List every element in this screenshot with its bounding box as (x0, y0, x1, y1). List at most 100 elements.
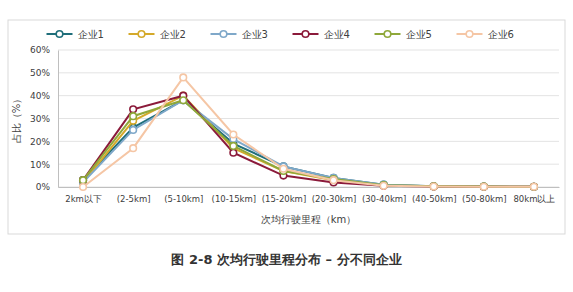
y-tick: 50% (30, 68, 58, 78)
x-tick-label: (5-10km] (164, 194, 203, 204)
legend-label: 企业2 (160, 29, 186, 40)
y-tick: 0% (36, 182, 58, 192)
series-marker (280, 165, 287, 172)
legend-label: 企业5 (406, 29, 432, 40)
series-marker (230, 143, 237, 150)
series-marker (430, 183, 437, 190)
series-marker (430, 183, 437, 190)
legend-label: 企业3 (242, 29, 268, 40)
x-tick-label: (50-80km] (462, 194, 507, 204)
y-tick-label: 30% (30, 114, 50, 124)
series-marker (481, 183, 488, 190)
legend-marker (302, 31, 309, 38)
series-marker (430, 183, 437, 190)
series-marker (230, 131, 237, 138)
series-marker (330, 177, 337, 184)
x-tick-label: (30-40km] (362, 194, 407, 204)
chart-frame (8, 20, 565, 234)
series-marker (481, 183, 488, 190)
series-marker (380, 182, 387, 189)
legend: 企业1 企业2 企业3 企业4 企业5 企业6 (47, 29, 514, 40)
series-marker (430, 183, 437, 190)
x-tick: (20-30km] (312, 187, 357, 204)
series-marker (230, 149, 237, 156)
chart-title: 图 2-8 次均行驶里程分布 – 分不同企业 (171, 252, 401, 267)
legend-label: 企业4 (324, 29, 350, 40)
series-marker (481, 183, 488, 190)
legend-item: 企业5 (375, 29, 432, 40)
series-marker (180, 97, 187, 104)
series-marker (380, 182, 387, 189)
legend-item: 企业1 (47, 29, 104, 40)
x-tick: (15-20km] (262, 187, 307, 204)
legend-marker (138, 31, 145, 38)
series-marker (180, 97, 187, 104)
series-line (83, 96, 534, 187)
legend-marker (384, 31, 391, 38)
grid-line (58, 164, 559, 165)
series-marker (130, 127, 137, 134)
series-marker (180, 97, 187, 104)
y-tick-label: 40% (30, 91, 50, 101)
series-marker (130, 106, 137, 113)
y-axis-line (58, 51, 59, 188)
grid-line (58, 72, 559, 73)
x-tick-label: (2-5km] (117, 194, 151, 204)
marks (80, 74, 538, 190)
y-tick: 40% (30, 91, 58, 101)
series-line (83, 77, 534, 187)
y-tick-label: 10% (30, 160, 50, 170)
series-marker (380, 183, 387, 190)
series-marker (430, 183, 437, 190)
legend-item: 企业3 (211, 29, 268, 40)
y-tick-label: 60% (30, 45, 50, 55)
legend-marker (56, 31, 63, 38)
x-tick-label: (20-30km] (312, 194, 357, 204)
y-axis: 0% 10% 20% 30% 40% 50% 60% (30, 45, 59, 192)
series-marker (481, 183, 488, 190)
y-tick: 10% (30, 160, 58, 170)
series-marker (80, 177, 87, 184)
legend-item: 企业6 (457, 29, 514, 40)
series-line (83, 96, 534, 187)
series-marker (531, 183, 538, 190)
y-tick: 20% (30, 137, 58, 147)
x-tick-label: (15-20km] (262, 194, 307, 204)
series-marker (531, 183, 538, 190)
legend-marker (220, 31, 227, 38)
x-tick: (10-15km] (212, 187, 257, 204)
y-tick: 30% (30, 114, 58, 124)
x-tick-label: (10-15km] (212, 194, 257, 204)
legend-marker (466, 31, 473, 38)
x-tick: (5-10km] (164, 187, 203, 204)
series-marker (380, 183, 387, 190)
series-marker (130, 145, 137, 152)
series-marker (80, 184, 87, 191)
series-marker (531, 183, 538, 190)
series-marker (180, 74, 187, 81)
legend-label: 企业1 (78, 29, 104, 40)
y-tick: 60% (30, 45, 58, 55)
series-marker (481, 183, 488, 190)
series-marker (80, 177, 87, 184)
grid-line (58, 95, 559, 96)
y-tick-label: 50% (30, 68, 50, 78)
series-marker (531, 183, 538, 190)
x-tick: (2-5km] (117, 187, 151, 204)
x-axis-title: 次均行驶里程（km） (261, 214, 357, 225)
y-tick-label: 0% (36, 182, 51, 192)
chart: 0% 10% 20% 30% 40% 50% 60% 2km以下 (2-5km] (5-10km]… (0, 0, 573, 292)
x-tick-label: 2km以下 (65, 194, 102, 204)
legend-label: 企业6 (488, 29, 514, 40)
legend-item: 企业2 (129, 29, 186, 40)
series-marker (330, 177, 337, 184)
y-axis-title: 占比（%） (11, 94, 22, 144)
x-tick-label: 80km以上 (513, 194, 555, 204)
series-marker (531, 183, 538, 190)
grid-line (58, 141, 559, 142)
y-tick-label: 20% (30, 137, 50, 147)
grid-line (58, 50, 559, 51)
series-marker (481, 183, 488, 190)
x-tick-label: (40-50km] (412, 194, 457, 204)
series-marker (80, 177, 87, 184)
